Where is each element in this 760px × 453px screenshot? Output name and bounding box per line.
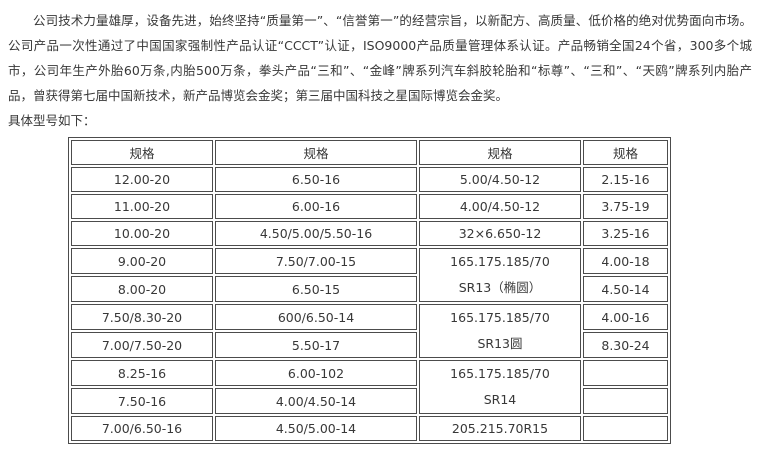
spec-cell (583, 388, 668, 414)
spec-cell-line: 165.175.185/70 (450, 254, 550, 269)
spec-cell: 6.00-16 (215, 194, 417, 219)
spec-cell: 6.50-15 (215, 276, 417, 302)
spec-cell: 4.00/4.50-14 (215, 388, 417, 414)
spec-header-cell: 规格 (583, 140, 668, 165)
spec-table-row: 11.00-20 6.00-16 4.00/4.50-12 3.75-19 (71, 194, 668, 219)
spec-cell-line: 165.175.185/70 (450, 310, 550, 325)
spec-cell: 2.15-16 (583, 167, 668, 192)
spec-table-row: 8.00-20 6.50-15 4.50-14 (71, 276, 668, 302)
spec-cell: 205.215.70R15 (419, 416, 581, 441)
spec-cell: 8.25-16 (71, 360, 213, 386)
spec-cell: 6.00-102 (215, 360, 417, 386)
spec-cell: 4.50/5.00-14 (215, 416, 417, 441)
spec-table-body: 12.00-20 6.50-16 5.00/4.50-12 2.15-16 11.00-… (71, 167, 668, 441)
spec-table: 规格 规格 规格 规格 12.00-20 6.50-16 5.00/4.50-12 2.15… (68, 137, 671, 444)
spec-cell: 5.50-17 (215, 332, 417, 358)
spec-cell: 7.50/8.30-20 (71, 304, 213, 330)
spec-cell-line: SR13圆 (477, 336, 523, 351)
spec-cell-line: 165.175.185/70 (450, 366, 550, 381)
company-intro-paragraph: 公司技术力量雄厚，设备先进，始终坚持“质量第一”、“信誉第一”的经营宗旨，以新配… (8, 13, 752, 103)
spec-table-row: 8.25-16 6.00-102 165.175.185/70 SR14 (71, 360, 668, 414)
spec-cell: 5.00/4.50-12 (419, 167, 581, 192)
spec-cell: 8.00-20 (71, 276, 213, 302)
spec-cell: 32×6.650-12 (419, 221, 581, 246)
spec-cell: 7.00/7.50-20 (71, 332, 213, 358)
spec-cell: 9.00-20 (71, 248, 213, 274)
spec-table-row: 12.00-20 6.50-16 5.00/4.50-12 2.15-16 (71, 167, 668, 192)
spec-cell-line: SR14 (483, 392, 517, 407)
spec-cell: 7.50-16 (71, 388, 213, 414)
spec-cell (583, 416, 668, 441)
spec-cell: 6.50-16 (215, 167, 417, 192)
spec-cell: 7.00/6.50-16 (71, 416, 213, 441)
spec-cell: 4.00/4.50-12 (419, 194, 581, 219)
spec-cell: 4.50/5.00/5.50-16 (215, 221, 417, 246)
spec-table-row: 7.50-16 4.00/4.50-14 (71, 388, 668, 414)
spec-table-row: 7.00/7.50-20 5.50-17 8.30-24 (71, 332, 668, 358)
spec-header-cell: 规格 (215, 140, 417, 165)
spec-cell: 165.175.185/70 SR13（椭圆） (419, 248, 581, 302)
spec-table-row: 10.00-20 4.50/5.00/5.50-16 32×6.650-12 3.25… (71, 221, 668, 246)
spec-header-cell: 规格 (71, 140, 213, 165)
spec-cell (583, 360, 668, 386)
spec-header-cell: 规格 (419, 140, 581, 165)
spec-cell: 4.00-18 (583, 248, 668, 274)
models-label: 具体型号如下： (8, 113, 96, 128)
spec-cell: 8.30-24 (583, 332, 668, 358)
spec-cell: 4.00-16 (583, 304, 668, 330)
spec-cell: 7.50/7.00-15 (215, 248, 417, 274)
spec-table-row: 9.00-20 7.50/7.00-15 165.175.185/70 SR13（椭圆… (71, 248, 668, 302)
spec-cell: 165.175.185/70 SR14 (419, 360, 581, 414)
spec-header-row: 规格 规格 规格 规格 (71, 140, 668, 165)
spec-cell-line: SR13（椭圆） (458, 280, 542, 295)
spec-cell: 3.25-16 (583, 221, 668, 246)
spec-cell: 165.175.185/70 SR13圆 (419, 304, 581, 358)
spec-cell: 12.00-20 (71, 167, 213, 192)
spec-cell: 600/6.50-14 (215, 304, 417, 330)
spec-cell: 4.50-14 (583, 276, 668, 302)
spec-table-row: 7.00/6.50-16 4.50/5.00-14 205.215.70R15 (71, 416, 668, 441)
spec-cell: 10.00-20 (71, 221, 213, 246)
spec-cell: 11.00-20 (71, 194, 213, 219)
spec-cell: 3.75-19 (583, 194, 668, 219)
spec-table-row: 7.50/8.30-20 600/6.50-14 165.175.185/70 SR1… (71, 304, 668, 358)
spec-table-head: 规格 规格 规格 规格 (71, 140, 668, 165)
